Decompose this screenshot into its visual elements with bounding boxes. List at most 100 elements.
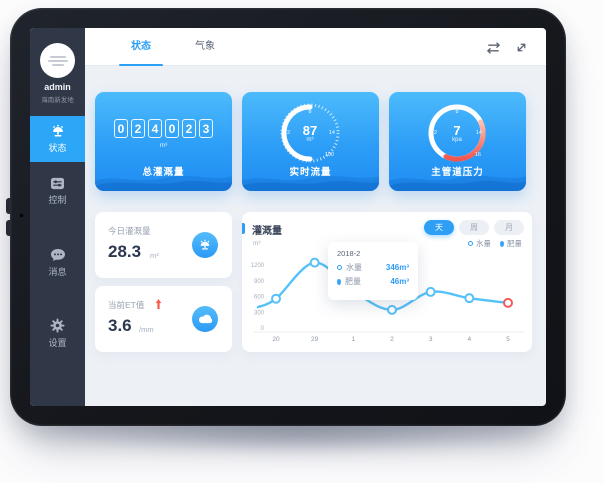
svg-text:2: 2 xyxy=(390,336,394,343)
sidebar-item-label: 设置 xyxy=(48,337,67,348)
range-tab-week[interactable]: 周 xyxy=(459,220,489,235)
gauge-unit: kpa xyxy=(452,137,462,143)
card-pipe-pressure: 7 kpa 0 2 8 14 16 主管道压力 xyxy=(389,92,526,191)
card-title: 总灌溉量 xyxy=(142,167,185,178)
stat-label: 今日灌溉量 xyxy=(108,226,151,236)
gauge-unit: m³ xyxy=(306,137,314,143)
sidebar-item-control[interactable]: 控制 xyxy=(30,168,85,214)
topbar: 状态 气象 xyxy=(85,28,546,66)
sprinkler-badge-icon xyxy=(192,232,218,258)
card-today-irrigation: 今日灌溉量 28.3 m³ xyxy=(95,212,232,278)
card-title: 主管道压力 xyxy=(431,167,484,178)
avatar[interactable] xyxy=(40,43,75,78)
tooltip-value: 346m³ xyxy=(385,263,409,272)
realtime-gauge: 87 m³ 0 2 8 14 100 xyxy=(278,101,342,165)
card-et-value: 当前ET值 3.6 /mm xyxy=(95,286,232,352)
cloud-badge-icon xyxy=(192,306,218,332)
gauge-tick: 16 xyxy=(474,152,481,158)
counter-digit: 4 xyxy=(148,119,162,138)
pressure-gauge: 7 kpa 0 2 8 14 16 xyxy=(425,101,489,165)
wave-decoration xyxy=(389,175,526,191)
legend-fertilizer[interactable]: 肥量 xyxy=(500,238,522,249)
gauge-tick: 14 xyxy=(475,130,482,136)
circle-marker-icon xyxy=(337,265,342,270)
tab-status[interactable]: 状态 xyxy=(117,28,165,66)
stat-label: 当前ET值 xyxy=(108,300,145,310)
svg-text:0: 0 xyxy=(261,326,265,332)
sidebar-item-messages[interactable]: 消息 xyxy=(30,240,85,286)
unit-label: m³ xyxy=(159,142,168,149)
counter-digit: 0 xyxy=(114,119,128,138)
stat-unit: m³ xyxy=(150,251,159,260)
stat-value: 3.6 xyxy=(108,316,132,335)
counter-digit: 2 xyxy=(131,119,145,138)
stat-unit: /mm xyxy=(139,325,154,334)
tooltip-label: 水量 xyxy=(346,263,362,272)
counter-digit: 2 xyxy=(182,119,196,138)
irrigation-line-chart[interactable]: 0 300 600 900 1200 20 29 1 2 3 4 5 xyxy=(250,250,532,350)
sidebar-item-settings[interactable]: 设置 xyxy=(30,310,85,356)
chat-icon xyxy=(50,248,66,262)
range-tabs: 天 周 月 xyxy=(424,220,524,235)
gauge-tick: 2 xyxy=(434,130,438,136)
user-name: admin xyxy=(44,82,71,92)
range-tab-day[interactable]: 天 xyxy=(424,220,454,235)
gauge-value: 87 xyxy=(302,123,318,138)
gauge-tick: 100 xyxy=(324,152,334,158)
tooltip-row: 肥量 46m³ xyxy=(337,276,409,287)
svg-text:20: 20 xyxy=(272,336,280,343)
wave-decoration xyxy=(95,175,232,191)
stat-value: 28.3 xyxy=(108,242,142,261)
gear-icon xyxy=(50,317,65,333)
wave-decoration xyxy=(242,175,379,191)
legend-water[interactable]: 水量 xyxy=(468,238,491,249)
expand-icon[interactable] xyxy=(515,41,528,59)
svg-text:3: 3 xyxy=(429,336,433,343)
swap-icon[interactable] xyxy=(485,41,502,59)
flip-counter: 0 2 4 0 2 3 xyxy=(95,119,232,138)
volume-button-up xyxy=(6,198,13,214)
chart-legend: 水量 肥量 xyxy=(468,238,522,249)
legend-label: 肥量 xyxy=(507,239,522,248)
tab-weather[interactable]: 气象 xyxy=(195,41,215,52)
y-axis-unit: m³ xyxy=(253,240,261,247)
camera-dot xyxy=(18,212,25,219)
card-total-irrigation: 0 2 4 0 2 3 m³ 总灌溉量 xyxy=(95,92,232,191)
legend-label: 水量 xyxy=(476,239,491,248)
gauge-tick: 0 xyxy=(293,152,297,158)
sidebar-item-label: 消息 xyxy=(48,267,67,277)
gauge-tick: 0 xyxy=(440,152,444,158)
droplet-marker-icon xyxy=(500,240,504,247)
sidebar-item-label: 控制 xyxy=(48,194,67,205)
chart-title: 灌溉量 xyxy=(252,226,282,237)
svg-text:5: 5 xyxy=(506,336,510,343)
svg-text:1200: 1200 xyxy=(251,263,265,269)
gauge-value: 7 xyxy=(453,123,461,138)
gauge-tick: 8 xyxy=(455,109,459,115)
svg-text:4: 4 xyxy=(468,336,472,343)
sprinkler-icon xyxy=(50,124,66,138)
svg-text:600: 600 xyxy=(254,295,265,301)
range-tab-month[interactable]: 月 xyxy=(494,220,524,235)
counter-digit: 0 xyxy=(165,119,179,138)
svg-text:300: 300 xyxy=(254,310,265,316)
gauge-tick: 2 xyxy=(287,130,291,136)
circle-marker-icon xyxy=(468,241,473,246)
title-accent-bar xyxy=(242,223,245,234)
sidebar: admin 海南新发地 状态 控制 xyxy=(30,28,85,406)
tablet-frame: admin 海南新发地 状态 控制 xyxy=(10,8,566,426)
svg-text:29: 29 xyxy=(311,336,319,343)
tooltip-value: 46m³ xyxy=(390,277,409,286)
sidebar-item-status[interactable]: 状态 xyxy=(30,116,85,162)
chart-tooltip: 2018-2 水量 346m³ 肥量 46m³ xyxy=(328,242,418,300)
red-up-arrow-icon xyxy=(155,296,162,314)
user-org: 海南新发地 xyxy=(41,97,74,104)
volume-button-down xyxy=(6,220,13,236)
tooltip-row: 水量 346m³ xyxy=(337,262,409,273)
card-title: 实时流量 xyxy=(289,167,332,178)
dashboard-screen: admin 海南新发地 状态 控制 xyxy=(30,28,546,406)
svg-text:900: 900 xyxy=(254,279,265,285)
tooltip-title: 2018-2 xyxy=(337,249,361,258)
gauge-tick: 8 xyxy=(308,109,312,115)
